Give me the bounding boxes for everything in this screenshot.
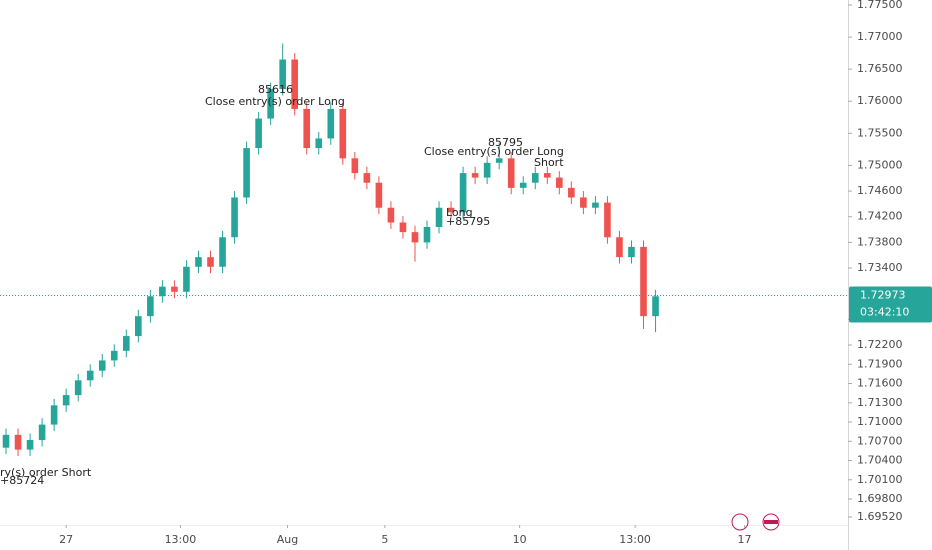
y-tick-label: 1.76000	[857, 94, 903, 107]
candle-body	[50, 405, 58, 425]
candle-body	[652, 296, 659, 317]
candle-body	[26, 439, 34, 450]
x-tick-label: Aug	[277, 533, 298, 546]
candle-body	[543, 173, 551, 178]
candle-body	[640, 246, 647, 317]
x-tick-label: 5	[381, 533, 388, 546]
candle-body	[219, 237, 226, 267]
annotation: Close entry(s) order Long	[424, 145, 564, 158]
annotation: 85795	[488, 136, 523, 149]
candle-body	[122, 336, 130, 351]
last-price-box	[849, 286, 932, 323]
candle-body	[14, 434, 22, 450]
annotation: 85616	[258, 83, 293, 96]
candle-body	[592, 202, 599, 208]
last-price-label: 1.72973	[860, 288, 906, 301]
candle-body	[363, 173, 371, 183]
candle-body	[195, 257, 202, 267]
annotation: +85724	[0, 474, 44, 487]
candle-body	[2, 434, 10, 448]
candle-body	[556, 177, 563, 188]
icon-bar	[764, 520, 778, 524]
y-tick-label: 1.77500	[857, 0, 903, 11]
replay-icons[interactable]	[731, 513, 780, 531]
y-tick-label: 1.69800	[857, 492, 903, 505]
candle-body	[483, 162, 491, 178]
x-tick-label: 13:00	[165, 533, 197, 546]
x-tick-label: 17	[738, 533, 752, 546]
candle-body	[447, 207, 455, 213]
candle-body	[411, 232, 419, 243]
y-tick-label: 1.71300	[857, 396, 903, 409]
annotation: Close entry(s) order Long	[205, 95, 345, 108]
candle-body	[459, 173, 467, 213]
candle-body	[183, 266, 190, 292]
candle-body	[291, 59, 299, 109]
y-tick-label: 1.77000	[857, 30, 903, 43]
candle-body	[375, 182, 383, 208]
candle-body	[399, 222, 407, 233]
candle-body	[231, 197, 238, 238]
candle-body	[495, 158, 503, 163]
candle-body	[315, 138, 323, 149]
y-tick-label: 1.71600	[857, 377, 903, 390]
x-tick-label: 10	[513, 533, 527, 546]
candle-body	[327, 108, 335, 139]
candle-body	[38, 424, 46, 440]
y-tick-label: 1.72200	[857, 338, 903, 351]
candle-body	[423, 226, 431, 243]
candle-body	[507, 158, 515, 188]
y-tick-label: 1.75000	[857, 158, 903, 171]
y-tick-label: 1.71900	[857, 357, 903, 370]
annotation: +85795	[446, 215, 490, 228]
countdown: 03:42:10	[860, 305, 909, 318]
candle-body	[255, 118, 262, 149]
candle-body	[471, 173, 479, 178]
candle-body	[435, 207, 443, 227]
y-tick-label: 1.69520	[857, 510, 903, 523]
candle-body	[147, 296, 154, 317]
annotation: Long	[446, 206, 473, 219]
candle-body	[207, 257, 214, 267]
y-tick-label: 1.73800	[857, 235, 903, 248]
y-tick-label: 1.70100	[857, 473, 903, 486]
y-tick-label: 1.74200	[857, 210, 903, 223]
candle-body	[110, 350, 118, 361]
y-tick-label: 1.75500	[857, 126, 903, 139]
candle-body	[86, 370, 94, 381]
candle-body	[303, 108, 311, 149]
candle-body	[98, 360, 106, 371]
candle-body	[339, 108, 347, 159]
y-tick-label: 1.71000	[857, 415, 903, 428]
y-tick-label: 1.74600	[857, 184, 903, 197]
candle-body	[74, 380, 82, 396]
x-tick-label: 27	[59, 533, 73, 546]
icon[interactable]	[731, 513, 749, 531]
candle-body	[531, 173, 539, 183]
candle-body	[62, 395, 70, 406]
candle-body	[604, 202, 611, 238]
candle-body	[580, 197, 587, 208]
annotation: ry(s) order Short	[0, 466, 92, 479]
candle-body	[135, 316, 142, 337]
y-tick-label: 1.73400	[857, 261, 903, 274]
y-tick-label: 1.70700	[857, 434, 903, 447]
candle-body	[616, 237, 623, 258]
candle-body	[628, 246, 635, 258]
candle-body	[267, 89, 274, 119]
candle-body	[171, 286, 178, 292]
candle-body	[243, 148, 250, 198]
candle-body	[568, 187, 575, 198]
x-tick-label: 13:00	[619, 533, 651, 546]
candle-body	[159, 286, 166, 297]
annotation: Short	[534, 156, 564, 169]
candle-body	[519, 182, 527, 188]
candle-body	[279, 59, 286, 90]
y-tick-label: 1.70400	[857, 454, 903, 467]
candle-body	[351, 158, 359, 174]
y-tick-label: 1.76500	[857, 62, 903, 75]
candle-body	[387, 207, 395, 223]
